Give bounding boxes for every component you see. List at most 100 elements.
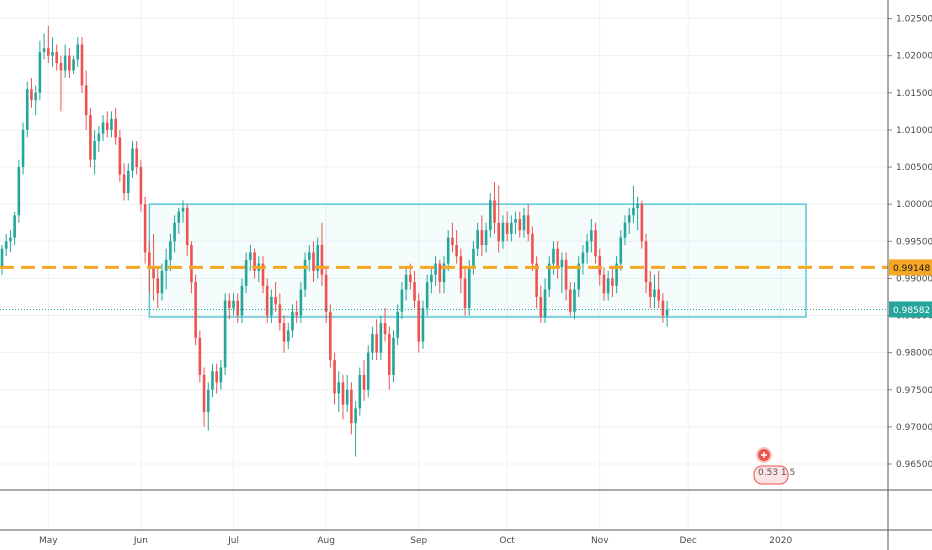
candle [236, 293, 240, 323]
candle [480, 215, 484, 257]
candle-body [493, 200, 496, 223]
candle [122, 163, 126, 201]
candle [611, 267, 614, 297]
candle [657, 270, 660, 309]
candle [446, 230, 450, 271]
candle [564, 252, 568, 301]
candle [375, 319, 378, 361]
candle-body [46, 48, 50, 56]
candle [484, 222, 488, 253]
candle-body [396, 311, 400, 338]
candle [13, 211, 16, 245]
candle-body [13, 215, 16, 238]
candle-body [438, 263, 442, 283]
candle-body [345, 389, 349, 405]
candle-body [539, 296, 543, 318]
candle-body [526, 215, 530, 234]
candle-body [665, 309, 669, 316]
candle [169, 233, 172, 271]
candle-body [307, 252, 311, 260]
candle [232, 293, 235, 316]
candle-body [228, 300, 231, 309]
candle-body [362, 374, 366, 390]
candle [253, 248, 256, 279]
candle-body [484, 230, 488, 245]
candle-body [202, 374, 206, 413]
candle [573, 282, 576, 320]
candle [543, 278, 547, 323]
candle-body [619, 237, 623, 264]
candle [337, 371, 341, 413]
level-price-tag [889, 259, 932, 276]
candle-body [632, 207, 635, 216]
candle-body [38, 51, 42, 93]
candle-body [602, 274, 606, 294]
candle-body [286, 330, 290, 342]
candle-body [240, 285, 244, 316]
candle-body [169, 241, 172, 260]
candle [636, 196, 639, 231]
candle-body [236, 300, 240, 316]
candle-body [160, 270, 164, 294]
candle-body [232, 300, 235, 309]
candle [59, 55, 63, 112]
candle-body [590, 230, 593, 242]
candle [493, 181, 496, 234]
candle [421, 300, 425, 349]
candle-body [312, 252, 315, 271]
candle [42, 33, 46, 60]
candle [89, 107, 92, 168]
candle [320, 222, 324, 286]
candle-body [463, 278, 467, 309]
candle-body [417, 300, 421, 342]
candle-body [480, 230, 484, 245]
candle [291, 304, 294, 338]
candle [455, 230, 458, 264]
candle [0, 245, 4, 275]
event-flag[interactable]: 0.53 1.5 [753, 447, 795, 485]
candle-body [101, 122, 105, 134]
candle [354, 400, 357, 457]
date-label: Sep [410, 536, 427, 546]
candle-body [270, 296, 273, 316]
candle [590, 219, 593, 253]
candle-body [97, 133, 101, 142]
candle [392, 330, 395, 383]
candle-body [430, 274, 433, 283]
flag-badge [753, 465, 789, 485]
candle-body [42, 48, 46, 52]
candle [581, 245, 585, 275]
date-axis: May Jun Jul Aug Sep Oct Nov Dec 2020 [39, 536, 792, 546]
candle [261, 256, 265, 294]
candle [219, 360, 223, 390]
current-price-tag [889, 301, 932, 318]
candle-body [488, 200, 492, 231]
candle [93, 129, 96, 175]
candle-body [173, 222, 176, 242]
candle-body [215, 371, 218, 383]
candle-body [152, 267, 155, 279]
candle-body [261, 263, 265, 286]
candle [55, 44, 59, 71]
candle [417, 293, 421, 353]
candle [198, 330, 202, 383]
candle-body [219, 367, 223, 383]
candle [442, 256, 446, 294]
candle-body [211, 371, 214, 390]
candle-body [568, 289, 572, 312]
price-tick-label: 1.00000 [896, 200, 932, 210]
candle-body [93, 141, 96, 160]
candle-body [118, 137, 122, 175]
candle [333, 352, 336, 405]
candle-body [278, 304, 282, 323]
candle [244, 252, 248, 294]
candle [547, 256, 551, 297]
price-tick-label: 1.02000 [896, 52, 932, 62]
candle [211, 363, 214, 398]
candle [164, 248, 168, 290]
candle [425, 274, 429, 316]
candle [185, 204, 189, 257]
candle-body [244, 259, 248, 286]
candle-body [627, 215, 631, 223]
candle-body [560, 259, 564, 268]
